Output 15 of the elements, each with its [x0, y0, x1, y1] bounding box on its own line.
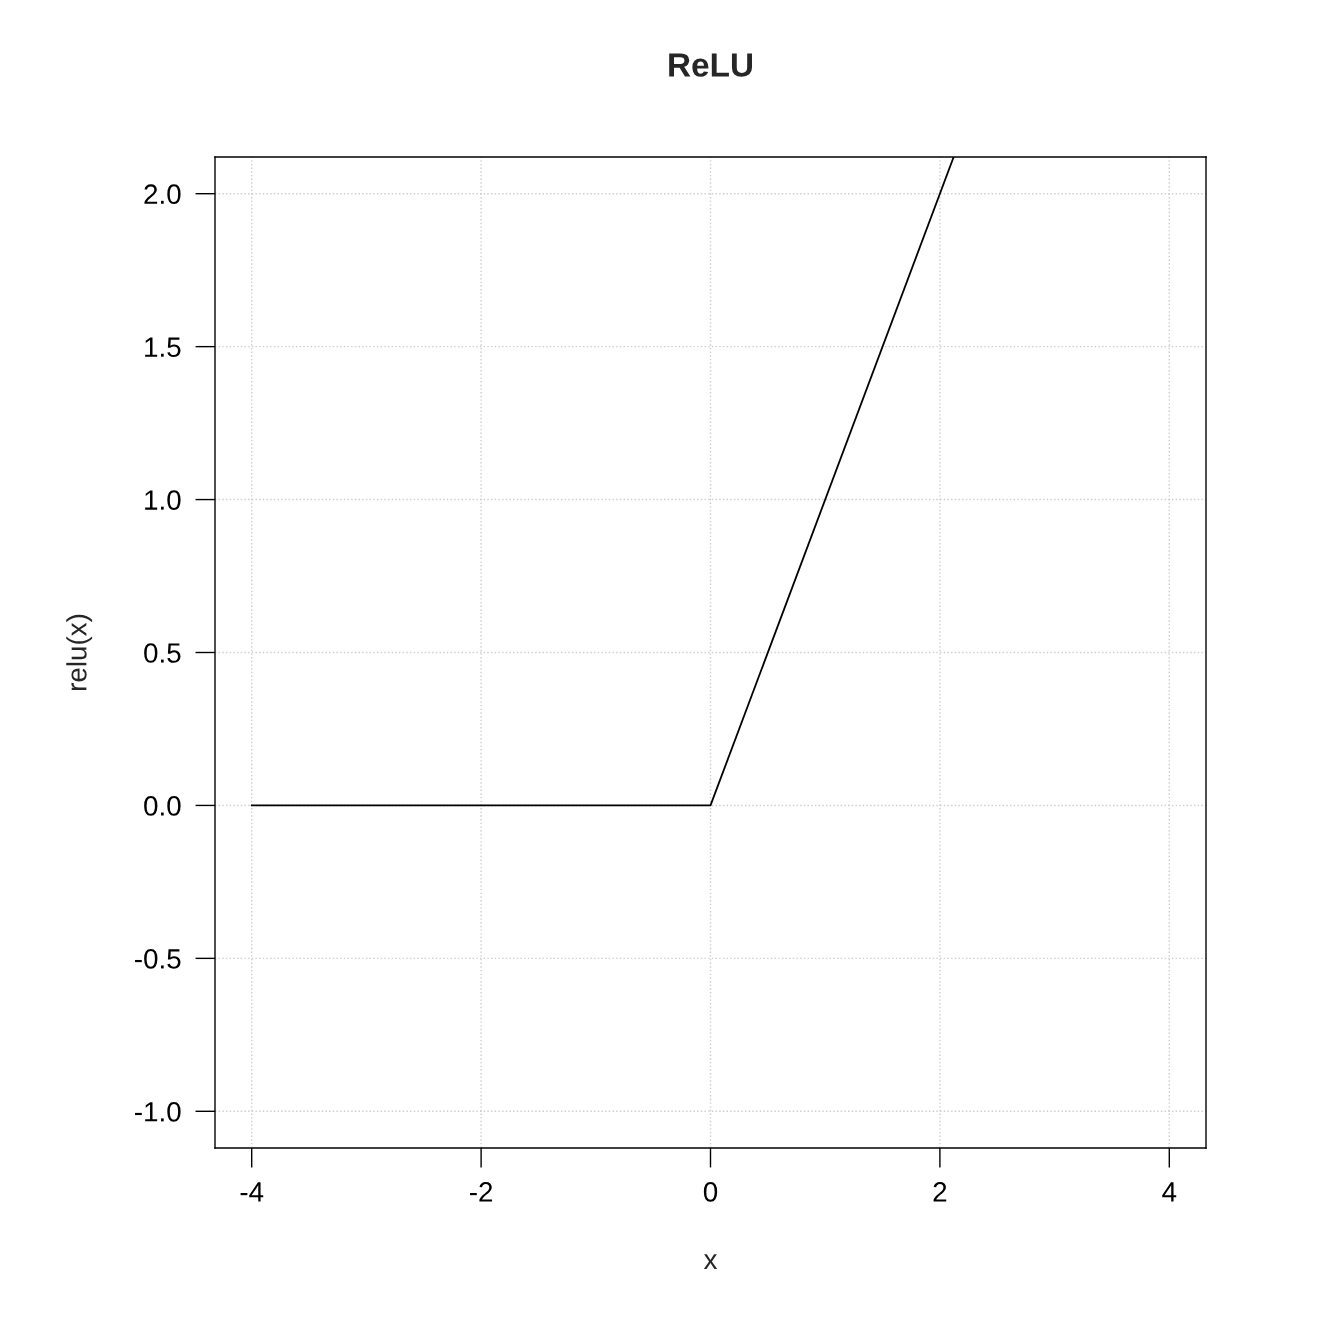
- x-tick-label: 4: [1162, 1182, 1177, 1202]
- x-axis-title: x: [703, 1254, 718, 1270]
- y-tick-label: -0.5: [135, 949, 181, 969]
- y-tick-label: 2.0: [144, 184, 181, 205]
- y-tick-label: 0.0: [144, 796, 181, 816]
- x-tick-label: -4: [240, 1182, 264, 1202]
- x-tick-label: 2: [933, 1182, 947, 1202]
- y-axis-title: relu(x): [66, 614, 93, 691]
- y-tick-label: 1.0: [145, 490, 181, 510]
- x-tick-label: -2: [469, 1182, 493, 1202]
- chart-title: ReLU: [669, 53, 752, 77]
- x-tick-label: 0: [703, 1182, 718, 1202]
- y-tick-label: 0.5: [144, 643, 181, 663]
- y-tick-label: -1.0: [135, 1101, 181, 1122]
- y-tick-label: 1.5: [145, 337, 181, 357]
